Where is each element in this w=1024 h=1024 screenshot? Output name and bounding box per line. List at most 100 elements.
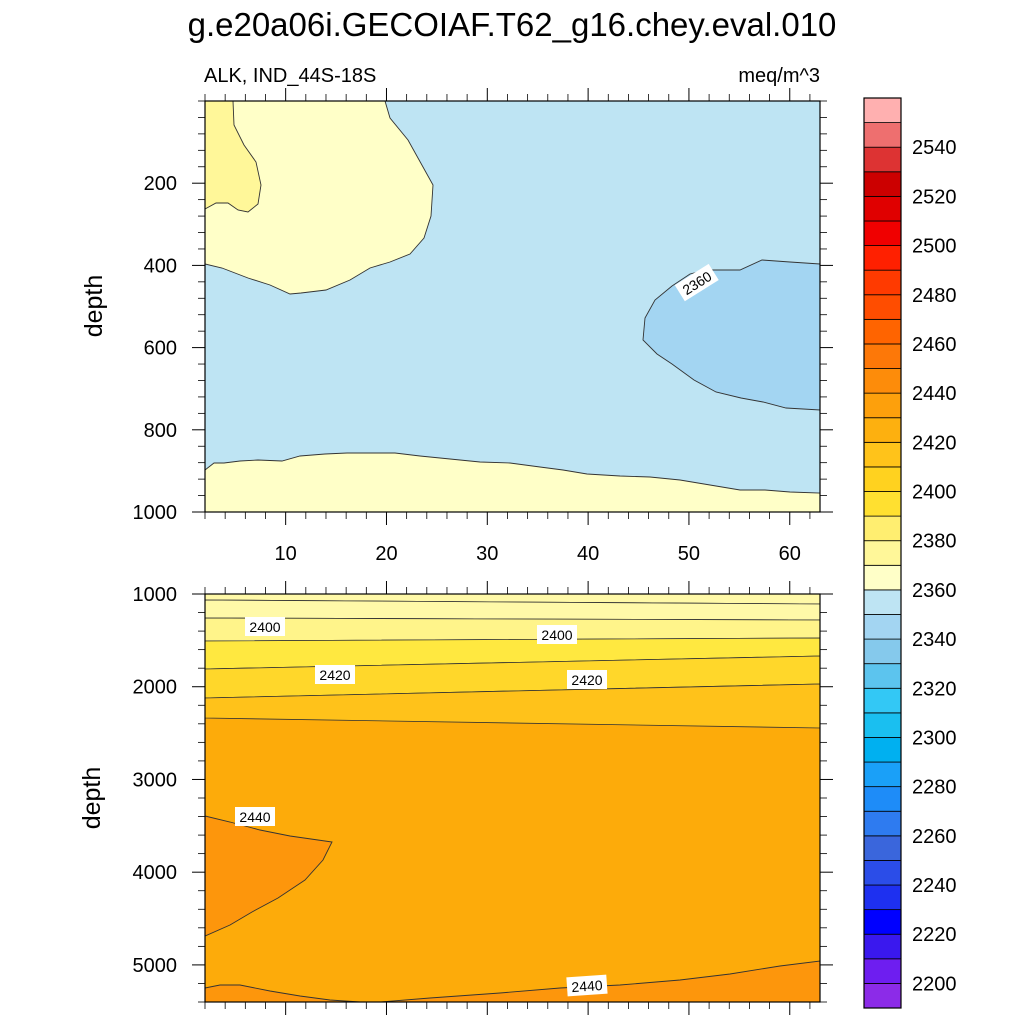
colorbar-swatch-2510 [863,195,902,222]
lower-contour-label-4-bg [235,807,275,826]
lower-contour-label-0-text: 2400 [249,619,280,635]
colorbar-swatch-2230 [863,884,902,911]
lower-contour-label-4: 2440 [235,807,275,826]
colorbar-swatch-2280 [863,761,902,788]
upper-region-deep-2380 [204,452,821,513]
lower-ytick-label: 5000 [133,955,178,977]
upper-xtick-label: 40 [577,543,599,565]
colorbar-swatch-2390 [863,491,902,517]
lower-contour-label-1-bg [537,625,577,644]
upper-xtick-label: 30 [476,543,498,565]
upper-depth-axis-label: depth [80,275,108,338]
upper-ytick-label: 600 [144,338,177,360]
upper-ytick-label: 200 [144,173,177,195]
colorbar-swatch-2330 [863,638,902,665]
colorbar-label-2200: 2200 [912,973,957,995]
colorbar-swatch-2500 [863,220,902,246]
colorbar-swatch-2320 [863,663,902,689]
colorbar-swatch-2290 [863,737,902,763]
lower-contour-label-5-text: 2440 [571,977,603,995]
colorbar-swatch-2360 [863,564,902,591]
upper-xtick-label: 20 [375,543,397,565]
upper-xtick-label: 60 [779,543,801,565]
lower-contour-label-3-bg [567,670,607,689]
colorbar-label-2300: 2300 [912,727,957,749]
colorbar-swatch-2240 [863,860,902,886]
colorbar-swatch-2400 [863,466,902,492]
upper-ytick-label: 1000 [133,502,178,524]
colorbar-label-2380: 2380 [912,531,957,553]
lower-contour-label-1-text: 2400 [541,627,572,643]
colorbar-swatch-2210 [863,933,902,960]
colorbar-swatch-2220 [863,909,902,935]
colorbar: 2200 2220 2240 2260 2280 2300 2320 2340 2360 2380… [863,97,957,1009]
lower-band-2 [204,617,821,642]
lower-ytick-label: 3000 [133,769,178,791]
colorbar-swatch-2270 [863,786,902,812]
upper-frame [204,100,821,513]
lower-contour-label-5-bg [566,974,608,997]
colorbar-swatch-2420 [863,417,902,443]
colorbar-label-2260: 2260 [912,826,957,848]
colorbar-swatch-2300 [863,712,902,738]
variable-label: ALK, IND_44S-18S [204,65,376,87]
upper-xtick-label: 10 [275,543,297,565]
lower-contour-label-0: 2400 [245,617,285,636]
colorbar-swatch-2480 [863,269,902,296]
lower-ytick-label: 2000 [133,677,178,699]
colorbar-swatch-2540 [863,122,902,148]
colorbar-label-2320: 2320 [912,678,957,700]
colorbar-swatch-2520 [863,171,902,197]
colorbar-label-2520: 2520 [912,186,957,208]
colorbar-label-2360: 2360 [912,580,957,602]
lower-contour-label-2: 2420 [315,665,355,684]
lower-depth-axis-label: depth [78,767,106,830]
upper-xtick-label: 50 [678,543,700,565]
figure-title: g.e20a06i.GECOIAF.T62_g16.chey.eval.010 [188,6,837,43]
lower-ytick-label: 4000 [133,862,178,884]
colorbar-label-2540: 2540 [912,137,957,159]
upper-ytick-label: 800 [144,420,177,442]
colorbar-swatch-2250 [863,835,902,861]
upper-region-2390-2400 [204,100,262,213]
colorbar-swatch-2430 [863,392,902,419]
colorbar-swatch-2410 [863,441,902,468]
colorbar-swatch-2190 [863,983,902,1009]
colorbar-swatch-2200 [863,958,902,984]
lower-contour-label-0-bg [245,617,285,636]
lower-ytick-label: 1000 [133,584,178,606]
colorbar-label-2500: 2500 [912,236,957,258]
lower-contour-label-3-text: 2420 [571,672,602,688]
colorbar-label-2460: 2460 [912,334,957,356]
upper-region-shallow-2380 [204,100,434,295]
colorbar-swatch-2260 [863,810,902,837]
colorbar-label-2340: 2340 [912,629,957,651]
lower-region-2440-2450-west [204,815,333,937]
colorbar-swatch-2530 [863,146,902,173]
colorbar-label-2220: 2220 [912,924,957,946]
colorbar-label-2400: 2400 [912,482,957,504]
lower-contour-label-2-text: 2420 [319,667,350,683]
colorbar-swatch-2370 [863,540,902,566]
lower-contour-label-2-bg [315,665,355,684]
colorbar-swatch-2340 [863,614,902,640]
colorbar-label-2480: 2480 [912,285,957,307]
upper-contour-label-0-bg [674,263,719,302]
colorbar-swatch-2450 [863,343,902,369]
colorbar-label-2440: 2440 [912,383,957,405]
colorbar-swatch-2470 [863,294,902,320]
colorbar-swatch-2310 [863,687,902,714]
colorbar-swatch-2380 [863,515,902,542]
colorbar-swatch-2460 [863,318,902,345]
lower-contour-label-1: 2400 [537,625,577,644]
colorbar-swatch-2350 [863,589,902,615]
colorbar-label-2280: 2280 [912,777,957,799]
units-label: meq/m^3 [738,65,820,87]
lower-contour-label-5: 2440 [566,974,608,997]
colorbar-swatch-2440 [863,368,902,394]
upper-ytick-label: 400 [144,255,177,277]
colorbar-label-2420: 2420 [912,432,957,454]
colorbar-label-2240: 2240 [912,875,957,897]
